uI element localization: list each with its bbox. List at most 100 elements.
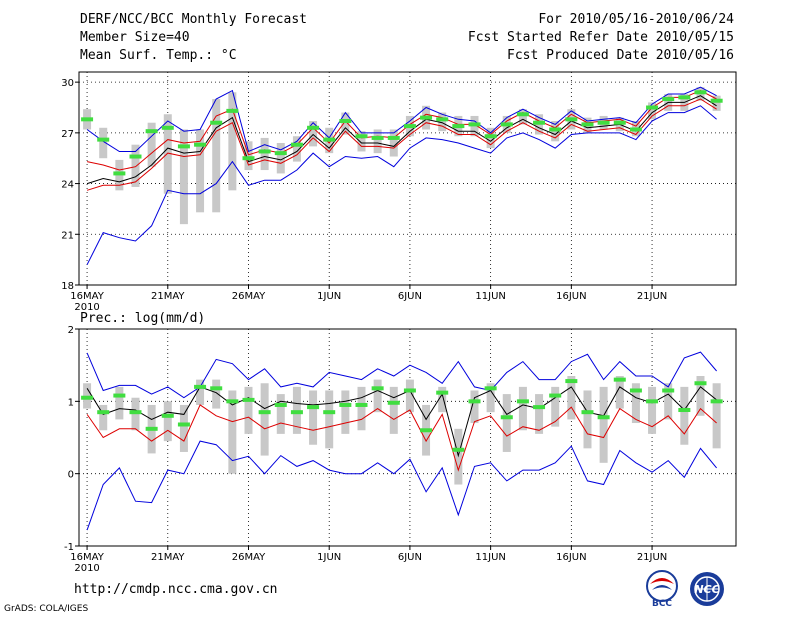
spread-bar: [648, 386, 657, 434]
x-tick-label: 16MAY: [70, 552, 104, 563]
spread-bar: [131, 144, 140, 187]
svg-text:NCC: NCC: [694, 583, 719, 596]
footer-url[interactable]: http://cmdp.ncc.cma.gov.cn: [74, 582, 278, 597]
spread-bar: [583, 390, 592, 449]
median-marker: [97, 137, 110, 142]
median-marker: [710, 98, 723, 103]
median-marker: [387, 135, 400, 140]
spread-bar: [341, 390, 350, 434]
median-marker: [549, 127, 562, 132]
spread-bar: [357, 131, 366, 152]
median-marker: [226, 399, 239, 404]
spread-bar: [276, 143, 285, 174]
x-tick-label: 1JUN: [317, 552, 341, 563]
median-marker: [436, 390, 449, 395]
mean-line: [86, 386, 717, 458]
x-tick-label: 11JUN: [475, 291, 505, 302]
median-marker: [194, 384, 207, 389]
median-marker: [355, 402, 368, 407]
median-marker: [113, 171, 126, 176]
spread-bar: [260, 137, 269, 171]
median-marker: [484, 134, 497, 139]
median-marker: [629, 388, 642, 393]
median-marker: [161, 413, 174, 418]
spread-bar: [309, 390, 318, 445]
median-marker: [565, 117, 578, 122]
x-tick-label: 1JUN: [317, 291, 341, 302]
median-marker: [226, 108, 239, 113]
plot-frame: [78, 71, 737, 286]
median-marker: [274, 151, 287, 156]
median-marker: [129, 154, 142, 159]
median-marker: [484, 386, 497, 391]
spread-bar: [712, 95, 721, 111]
median-marker: [597, 415, 610, 420]
median-marker: [533, 120, 546, 125]
median-marker: [97, 410, 110, 415]
spread-bar: [276, 394, 285, 434]
spread-bar: [664, 383, 673, 420]
median-marker: [403, 124, 416, 129]
spread-bar: [99, 127, 108, 159]
fcst-started-date: Fcst Started Refer Date 2010/05/15: [467, 30, 734, 45]
x-tick-label: 26MAY: [232, 552, 266, 563]
upper-line: [86, 90, 717, 171]
median-marker: [258, 410, 271, 415]
spread-bar: [179, 129, 188, 225]
spread-bar: [535, 394, 544, 434]
lower-line: [86, 98, 717, 191]
x-year-label: 2010: [74, 563, 99, 574]
median-marker: [242, 156, 255, 161]
median-marker: [549, 393, 562, 398]
y-tick-label: 27: [61, 129, 74, 140]
x-tick-label: 16MAY: [70, 291, 104, 302]
median-marker: [420, 115, 433, 120]
median-marker: [646, 105, 659, 110]
median-marker: [662, 388, 675, 393]
min-line: [86, 105, 717, 265]
member-size: Member Size=40: [80, 30, 190, 45]
spread-bar: [551, 386, 560, 427]
median-marker: [581, 122, 594, 127]
median-marker: [161, 125, 174, 130]
median-marker: [290, 142, 303, 147]
median-marker: [694, 381, 707, 386]
median-marker: [662, 97, 675, 102]
spread-bar: [518, 386, 527, 431]
spread-bar: [470, 390, 479, 424]
spread-bar: [309, 121, 318, 147]
median-marker: [629, 127, 642, 132]
y-tick-label: 1: [68, 397, 74, 408]
median-marker: [452, 124, 465, 129]
spread-bar: [518, 109, 527, 125]
median-marker: [420, 428, 433, 433]
x-tick-label: 21MAY: [151, 291, 185, 302]
spread-bar: [325, 390, 334, 449]
lower-line: [86, 404, 717, 472]
median-marker: [565, 379, 578, 384]
x-tick-label: 6JUN: [398, 291, 422, 302]
spread-bar: [244, 141, 253, 171]
svg-text:BCC: BCC: [652, 599, 672, 608]
median-marker: [339, 402, 352, 407]
median-marker: [371, 135, 384, 140]
median-marker: [145, 129, 158, 134]
spread-bar: [357, 386, 366, 431]
median-marker: [339, 119, 352, 124]
spread-bar: [389, 129, 398, 157]
spread-bar: [99, 404, 108, 431]
median-marker: [678, 408, 691, 413]
y-tick-label: 21: [61, 230, 74, 241]
median-marker: [323, 137, 336, 142]
spread-bar: [389, 386, 398, 434]
y-tick-label: -1: [64, 542, 74, 553]
spread-bar: [212, 99, 221, 213]
spread-bar: [599, 386, 608, 463]
median-marker: [290, 410, 303, 415]
median-marker: [113, 393, 126, 398]
spread-bar: [438, 386, 447, 413]
spread-bar: [696, 376, 705, 416]
median-marker: [581, 410, 594, 415]
median-marker: [516, 399, 529, 404]
